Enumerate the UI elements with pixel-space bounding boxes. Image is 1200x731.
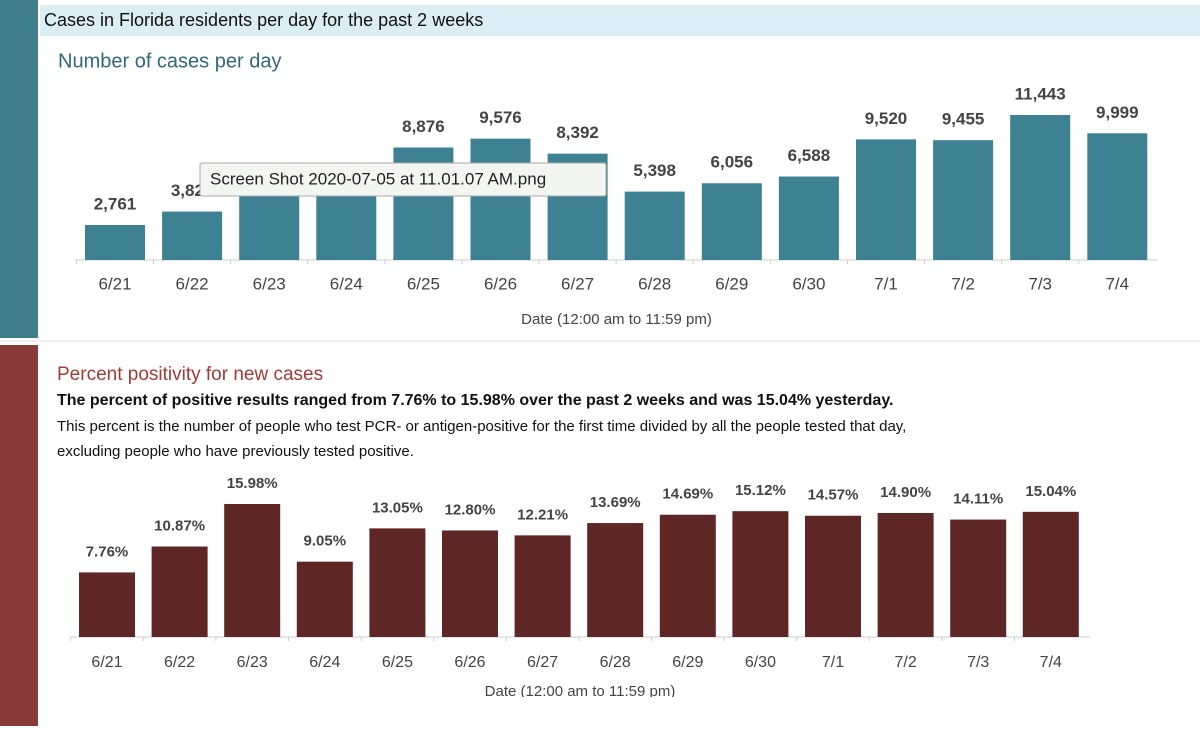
chart-subtitle: The percent of positive results ranged f… (57, 392, 893, 409)
value-label: 8,876 (402, 117, 445, 136)
bar (624, 191, 685, 260)
chart-title: Number of cases per day (58, 50, 281, 72)
bar (1087, 133, 1148, 260)
bar (877, 512, 934, 637)
bar (1022, 511, 1079, 637)
bar (659, 514, 716, 637)
bar (950, 519, 1007, 637)
value-label: 7.76% (86, 543, 129, 560)
bar (296, 561, 353, 637)
value-label: 11,443 (1015, 84, 1066, 103)
value-label: 13.05% (372, 499, 423, 516)
bar (701, 183, 762, 260)
x-tick-label: 6/26 (484, 274, 517, 293)
bar (470, 138, 531, 260)
bar (1010, 115, 1071, 260)
value-label: 14.90% (880, 484, 931, 501)
x-tick-label: 6/28 (600, 654, 631, 671)
value-label: 9,520 (865, 109, 908, 128)
charts: 2,7616/213,8226/225,4656/235,5006/248,87… (40, 84, 1200, 726)
x-tick-label: 7/1 (874, 274, 898, 293)
bar (239, 190, 300, 260)
bar (442, 530, 498, 637)
x-axis-label: Date (12:00 am to 11:59 pm) (521, 311, 712, 328)
x-tick-label: 6/25 (382, 654, 413, 671)
x-tick-label: 6/22 (176, 274, 209, 293)
x-tick-label: 6/26 (454, 654, 485, 671)
value-label: 9.05% (304, 533, 347, 550)
x-tick-label: 6/22 (164, 654, 195, 671)
value-label: 9,576 (479, 108, 522, 127)
page-title: Cases in Florida residents per day for t… (44, 10, 483, 30)
x-tick-label: 7/2 (894, 654, 916, 671)
x-axis-label: Date (12:00 am to 11:59 pm) (485, 683, 676, 700)
x-tick-label: 6/25 (407, 274, 440, 293)
x-tick-label: 6/29 (715, 274, 748, 293)
x-tick-label: 7/3 (967, 654, 989, 671)
chart-title: Percent positivity for new cases (57, 364, 323, 385)
value-label: 13.69% (590, 494, 641, 511)
bar (933, 140, 994, 260)
x-tick-label: 6/27 (527, 654, 558, 671)
bar (587, 523, 644, 637)
x-tick-label: 6/21 (91, 654, 122, 671)
value-label: 2,761 (94, 194, 137, 213)
x-tick-label: 7/4 (1040, 654, 1062, 671)
header-band (40, 5, 1200, 36)
value-label: 9,455 (942, 110, 985, 129)
x-tick-label: 6/28 (638, 274, 671, 293)
side-band (0, 0, 38, 338)
bar (224, 504, 281, 637)
x-tick-label: 7/1 (822, 654, 844, 671)
bar (79, 572, 135, 637)
tooltip-text: Screen Shot 2020-07-05 at 11.01.07 AM.pn… (210, 169, 546, 188)
bar (856, 139, 916, 260)
value-label: 15.04% (1025, 483, 1076, 500)
bar (151, 546, 208, 637)
value-label: 9,999 (1096, 103, 1139, 122)
value-label: 12.80% (445, 501, 496, 518)
value-label: 14.69% (662, 486, 713, 503)
x-tick-label: 6/24 (330, 274, 363, 293)
bar (732, 511, 789, 637)
x-tick-label: 6/30 (745, 654, 776, 671)
value-label: 15.12% (735, 482, 786, 499)
value-label: 5,398 (633, 161, 676, 180)
value-label: 14.11% (953, 491, 1003, 508)
x-tick-label: 6/23 (237, 654, 268, 671)
bar (778, 176, 839, 260)
value-label: 15.98% (227, 475, 278, 492)
value-label: 6,588 (788, 146, 831, 165)
x-tick-label: 6/29 (672, 654, 703, 671)
tooltip-box (199, 162, 607, 197)
bar (85, 225, 145, 260)
x-tick-label: 7/2 (951, 274, 975, 293)
value-label: 12.21% (517, 506, 568, 523)
x-tick-label: 7/3 (1028, 274, 1052, 293)
value-label: 6,056 (711, 153, 754, 172)
x-tick-label: 6/21 (98, 274, 131, 293)
description: This percent is the number of people who… (57, 418, 906, 435)
bar (162, 211, 223, 260)
bottom-mask (40, 697, 1200, 726)
x-tick-label: 6/27 (561, 274, 594, 293)
x-tick-label: 6/30 (792, 274, 825, 293)
bar (514, 535, 571, 637)
side-band (0, 345, 38, 726)
x-tick-label: 6/23 (253, 274, 286, 293)
value-label: 10.87% (154, 517, 205, 534)
value-label: 8,392 (556, 123, 599, 142)
x-tick-label: 7/4 (1105, 274, 1129, 293)
bar (805, 515, 861, 637)
bar (316, 190, 377, 260)
x-tick-label: 6/24 (309, 654, 340, 671)
description: excluding people who have previously tes… (57, 443, 414, 460)
value-label: 14.57% (808, 487, 859, 504)
bar (369, 528, 426, 637)
